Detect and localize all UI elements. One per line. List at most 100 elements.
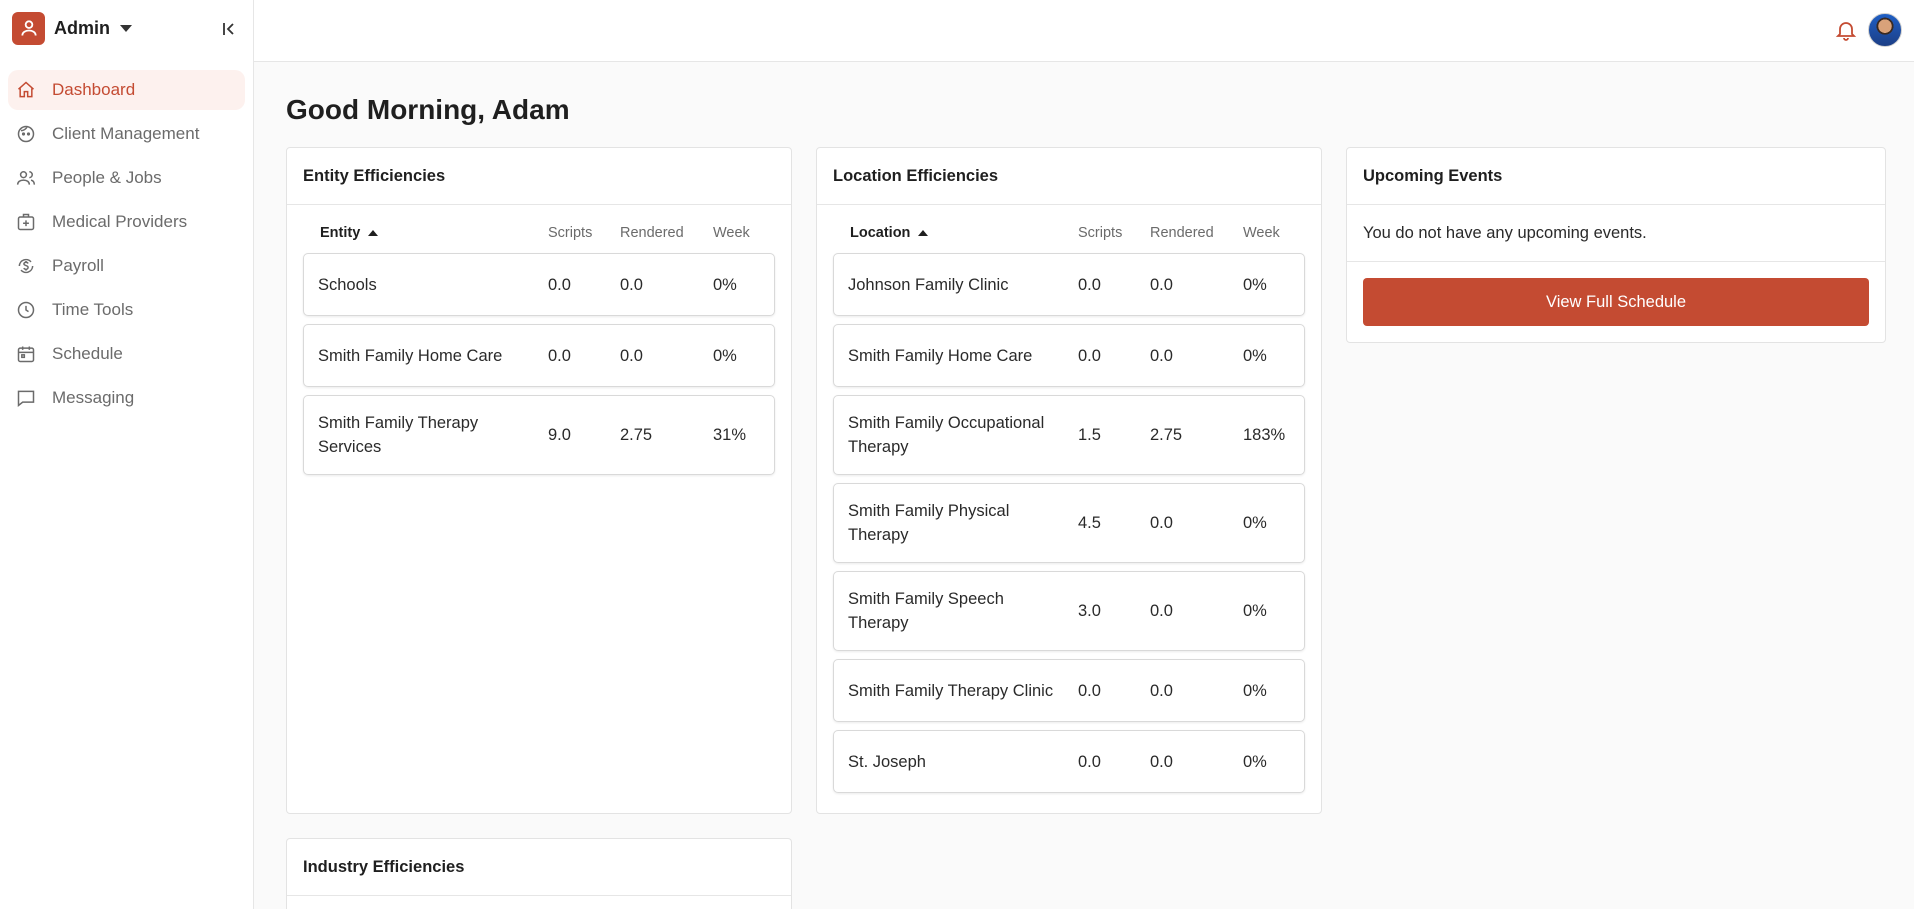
column-header-week: Week [713, 225, 750, 241]
row-scripts: 0.0 [1078, 681, 1101, 700]
notifications-bell-icon[interactable] [1834, 18, 1858, 42]
column-header-scripts: Scripts [548, 225, 593, 241]
sidebar-nav: Dashboard Client Management People & Job… [0, 70, 253, 418]
column-header-week: Week [1243, 225, 1280, 241]
table-row[interactable]: Smith Family Occupational Therapy 1.5 2.… [833, 395, 1305, 475]
row-rendered: 0.0 [1150, 275, 1173, 294]
sidebar-item-dashboard[interactable]: Dashboard [8, 70, 245, 110]
entity-efficiencies-card: Entity Efficiencies Entity Scripts Rende… [286, 147, 792, 814]
row-week: 0% [1243, 602, 1267, 620]
table-header: Entity Scripts Rendered Week [287, 205, 791, 253]
row-rendered: 0.0 [620, 275, 643, 294]
view-full-schedule-button[interactable]: View Full Schedule [1363, 278, 1869, 326]
row-name: Smith Family Occupational Therapy [848, 414, 1045, 456]
row-name: Schools [318, 275, 377, 294]
sidebar-item-label: Medical Providers [52, 212, 188, 231]
industry-efficiencies-card: Industry Efficiencies [286, 838, 792, 909]
sidebar-item-people-jobs[interactable]: People & Jobs [8, 158, 245, 198]
row-week: 0% [1243, 752, 1267, 771]
sidebar-item-schedule[interactable]: Schedule [8, 334, 245, 374]
row-week: 183% [1243, 426, 1286, 444]
top-bar [254, 0, 1914, 62]
row-rendered: 0.0 [1150, 602, 1173, 620]
column-header-location[interactable]: Location [850, 225, 929, 241]
people-icon [14, 166, 38, 190]
table-row[interactable]: Schools 0.0 0.0 0% [303, 253, 775, 316]
column-header-scripts: Scripts [1078, 225, 1123, 241]
table-row[interactable]: Smith Family Home Care 0.0 0.0 0% [833, 324, 1305, 387]
sidebar-item-client-management[interactable]: Client Management [8, 114, 245, 154]
sidebar-item-payroll[interactable]: Payroll [8, 246, 245, 286]
row-rendered: 0.0 [1150, 681, 1173, 700]
table-row[interactable]: Smith Family Speech Therapy 3.0 0.0 0% [833, 571, 1305, 651]
avatar[interactable] [1868, 13, 1902, 47]
table-row[interactable]: Smith Family Home Care 0.0 0.0 0% [303, 324, 775, 387]
caret-down-icon [120, 24, 132, 32]
column-header-rendered: Rendered [620, 225, 684, 241]
row-scripts: 0.0 [1078, 752, 1101, 771]
row-week: 0% [1243, 681, 1267, 700]
row-rendered: 2.75 [1150, 426, 1183, 444]
sidebar-item-label: Schedule [52, 344, 123, 363]
row-week: 31% [713, 426, 747, 444]
row-week: 0% [713, 346, 737, 365]
row-scripts: 0.0 [1078, 346, 1101, 365]
row-scripts: 0.0 [1078, 275, 1101, 294]
sort-ascending-icon [368, 230, 379, 236]
sidebar-item-medical-providers[interactable]: Medical Providers [8, 202, 245, 242]
row-week: 0% [1243, 514, 1267, 532]
row-rendered: 0.0 [1150, 752, 1173, 771]
row-name: Johnson Family Clinic [848, 275, 1009, 294]
column-header-rendered: Rendered [1150, 225, 1214, 241]
row-name: Smith Family Physical Therapy [848, 502, 1010, 544]
row-rendered: 2.75 [620, 426, 653, 444]
row-name: Smith Family Therapy Services [318, 414, 479, 456]
row-scripts: 4.5 [1078, 514, 1101, 532]
org-switcher[interactable]: Admin [0, 0, 253, 56]
calendar-icon [14, 342, 38, 366]
table-row[interactable]: Smith Family Physical Therapy 4.5 0.0 0% [833, 483, 1305, 563]
empty-events-message: You do not have any upcoming events. [1347, 205, 1885, 262]
user-icon [12, 11, 45, 45]
sidebar-item-messaging[interactable]: Messaging [8, 378, 245, 418]
location-efficiencies-card: Location Efficiencies Location Scripts R… [816, 147, 1322, 814]
upcoming-events-card: Upcoming Events You do not have any upco… [1346, 147, 1886, 343]
row-week: 0% [1243, 346, 1267, 365]
row-name: Smith Family Therapy Clinic [848, 681, 1054, 700]
table-row[interactable]: Smith Family Therapy Clinic 0.0 0.0 0% [833, 659, 1305, 722]
card-title: Upcoming Events [1347, 148, 1885, 205]
table-row[interactable]: Smith Family Therapy Services 9.0 2.75 3… [303, 395, 775, 475]
sidebar: Admin Dashboard Client Management People… [0, 0, 254, 909]
row-week: 0% [713, 275, 737, 294]
sidebar-item-label: People & Jobs [52, 168, 162, 187]
table-row[interactable]: Johnson Family Clinic 0.0 0.0 0% [833, 253, 1305, 316]
row-scripts: 0.0 [548, 346, 571, 365]
row-scripts: 9.0 [548, 426, 571, 444]
home-icon [14, 78, 38, 102]
row-scripts: 3.0 [1078, 602, 1101, 620]
payroll-icon [14, 254, 38, 278]
row-name: Smith Family Home Care [848, 346, 1033, 365]
sidebar-item-label: Client Management [52, 124, 200, 143]
clock-icon [14, 298, 38, 322]
column-header-entity[interactable]: Entity [320, 225, 379, 241]
sidebar-item-time-tools[interactable]: Time Tools [8, 290, 245, 330]
sidebar-item-label: Time Tools [52, 300, 134, 319]
row-week: 0% [1243, 275, 1267, 294]
page-title: Good Morning, Adam [286, 94, 570, 125]
row-rendered: 0.0 [620, 346, 643, 365]
card-title: Entity Efficiencies [287, 148, 791, 205]
table-header: Location Scripts Rendered Week [817, 205, 1321, 253]
message-icon [14, 386, 38, 410]
row-scripts: 0.0 [548, 275, 571, 294]
row-rendered: 0.0 [1150, 346, 1173, 365]
medical-kit-icon [14, 210, 38, 234]
sort-ascending-icon [918, 230, 929, 236]
collapse-left-icon [223, 23, 234, 35]
card-title: Location Efficiencies [817, 148, 1321, 205]
sidebar-item-label: Messaging [52, 388, 135, 407]
row-rendered: 0.0 [1150, 514, 1173, 532]
row-name: Smith Family Speech Therapy [848, 590, 1004, 632]
table-row[interactable]: St. Joseph 0.0 0.0 0% [833, 730, 1305, 793]
collapse-sidebar-button[interactable] [219, 18, 241, 40]
